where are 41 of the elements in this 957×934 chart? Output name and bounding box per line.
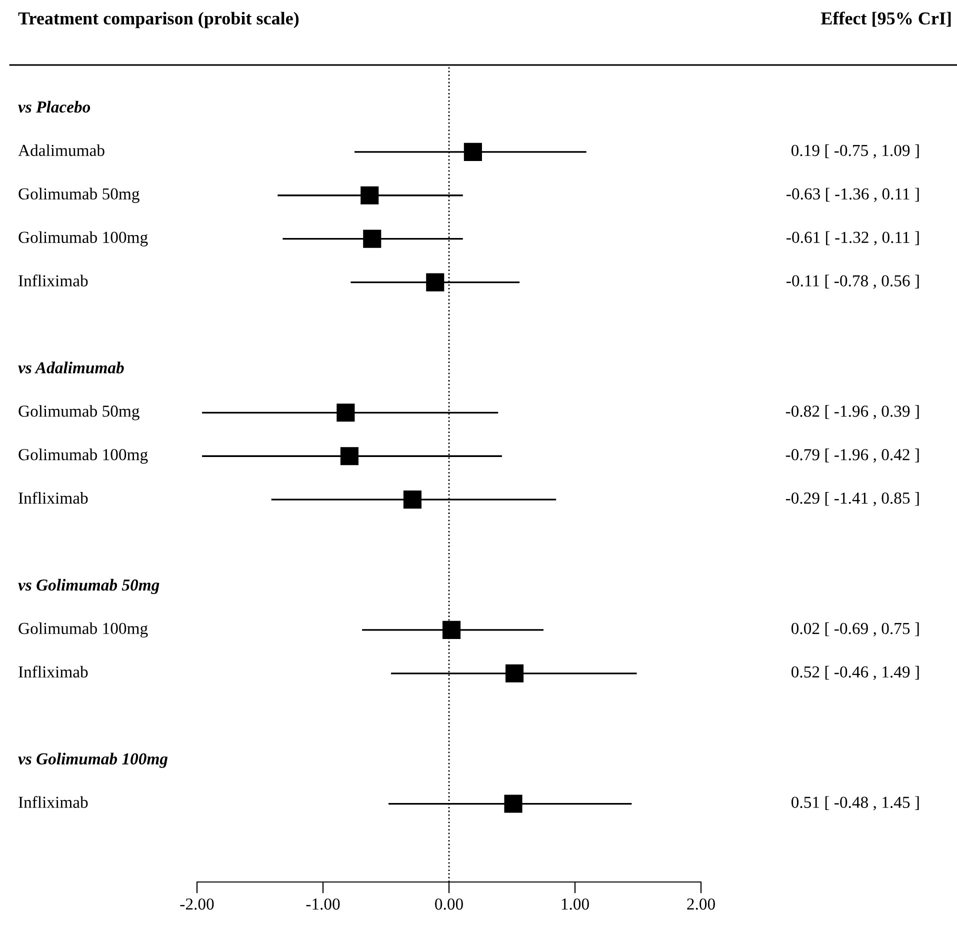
- point: [336, 404, 355, 422]
- y-tick-label: Golimumab 50mg: [18, 405, 140, 420]
- point: [340, 447, 358, 466]
- data-label: -0.29 [ -1.41 , 0.85 ]: [786, 492, 919, 506]
- point: [464, 142, 482, 161]
- y-tick-label: vs Adalimumab: [18, 362, 124, 374]
- data-label: -0.79 [ -1.96 , 0.42 ]: [786, 448, 919, 463]
- data-label: -0.63 [ -1.36 , 0.11 ]: [786, 188, 919, 202]
- y-tick-label: Golimumab 100mg: [18, 231, 148, 246]
- y-tick-label: Infliximab: [18, 796, 88, 808]
- point: [426, 273, 444, 292]
- y-tick-label: Infliximab: [18, 666, 88, 678]
- data-label: -0.11 [ -0.78 , 0.56 ]: [786, 274, 919, 289]
- point: [363, 230, 382, 248]
- y-tick-label: vs Golimumab 50mg: [18, 578, 160, 594]
- point: [504, 794, 522, 813]
- x-tick-label: 0.00: [435, 898, 463, 910]
- y-tick-label: Adalimumab: [18, 144, 104, 156]
- y-tick-label: Golimumab 100mg: [18, 622, 148, 638]
- data-label: 0.19 [ -0.75 , 1.09 ]: [791, 144, 919, 158]
- y-tick-label: vs Golimumab 100mg: [18, 752, 168, 768]
- data-label: 0.52 [ -0.46 , 1.49 ]: [791, 666, 919, 680]
- y-tick-label: Golimumab 50mg: [18, 188, 140, 203]
- y-tick-label: vs Placebo: [18, 100, 90, 113]
- y-tick-label: Infliximab: [18, 492, 88, 504]
- text: Effect [95% CrI]: [820, 12, 951, 27]
- y-tick-label: Infliximab: [18, 274, 88, 286]
- x-tick-label: 2.00: [687, 898, 715, 910]
- point: [442, 620, 461, 639]
- point: [360, 186, 379, 204]
- data-label: 0.51 [ -0.48 , 1.45 ]: [791, 796, 919, 810]
- data-label: 0.02 [ -0.69 , 0.75 ]: [791, 622, 919, 637]
- data-label: -0.82 [ -1.96 , 0.39 ]: [786, 405, 919, 420]
- chart-title: Treatment comparison (probit scale): [18, 12, 299, 28]
- point: [403, 490, 422, 509]
- point: [505, 664, 524, 682]
- x-tick-label: 1.00: [562, 898, 589, 910]
- y-tick-label: Golimumab 100mg: [18, 448, 148, 464]
- data-label: -0.61 [ -1.32 , 0.11 ]: [786, 231, 919, 246]
- x-tick-label: -1.00: [306, 898, 340, 910]
- x-tick-label: -2.00: [180, 898, 214, 910]
